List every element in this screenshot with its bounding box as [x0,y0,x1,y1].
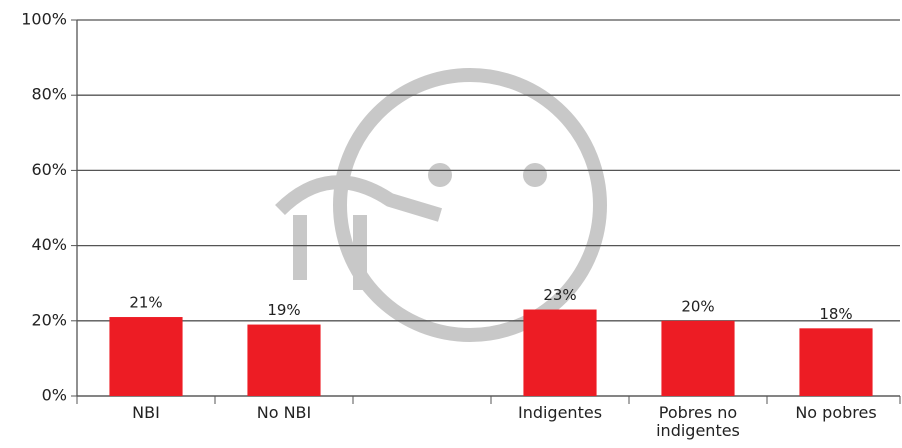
bar [247,325,320,396]
value-label: 18% [819,305,852,323]
value-label: 19% [267,301,300,319]
x-tick-label: Indigentes [500,404,620,422]
bar [109,317,182,396]
y-tick-label: 0% [42,386,67,405]
y-tick-label: 80% [31,85,67,104]
bar [523,310,596,396]
value-label: 20% [681,297,714,315]
bar [661,321,734,396]
y-tick-label: 40% [31,235,67,254]
x-tick-label: Pobres no indigentes [638,404,758,440]
chart-page: 0% 20% 40% 60% 80% 100% 21% 19% 23% 20% 18% NBI No … [0,0,902,448]
x-tick-label: No pobres [776,404,896,422]
value-label: 21% [129,294,162,312]
value-label: 23% [543,286,576,304]
y-tick-label: 100% [21,10,67,29]
y-tick-label: 20% [31,310,67,329]
x-tick-label: NBI [86,404,206,422]
bar [799,328,872,396]
x-tick-label: No NBI [224,404,344,422]
chart: 0% 20% 40% 60% 80% 100% 21% 19% 23% 20% 18% [0,0,902,448]
y-tick-label: 60% [31,160,67,179]
